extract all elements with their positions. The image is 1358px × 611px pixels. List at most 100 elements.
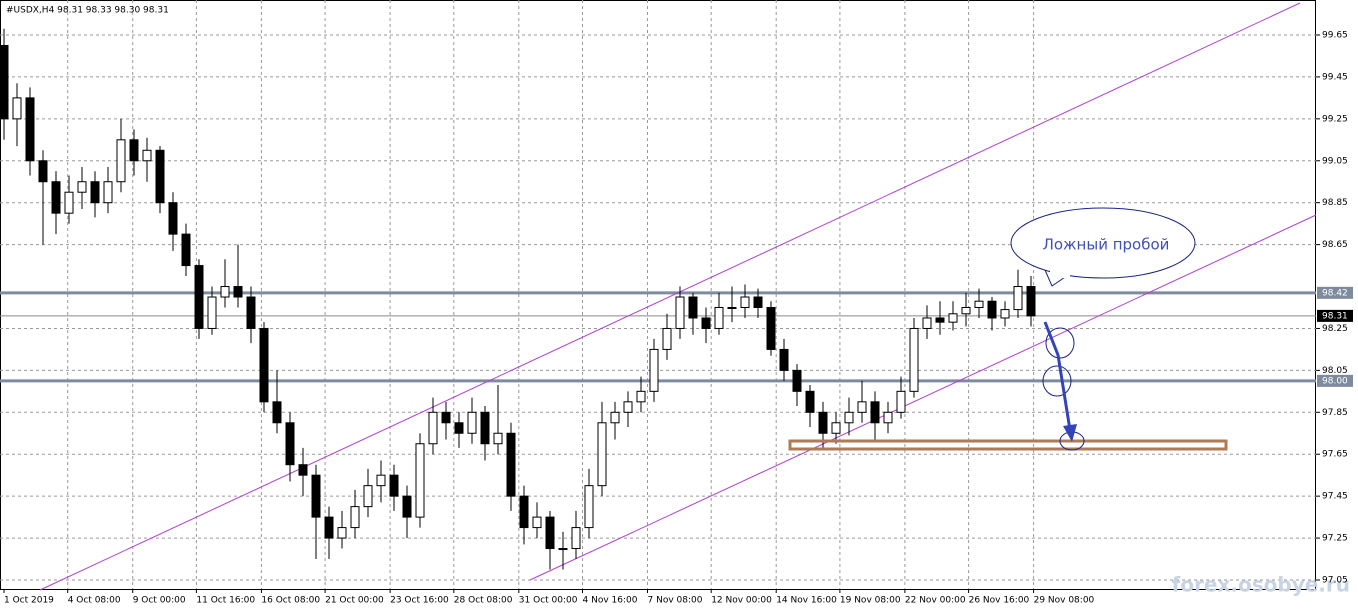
candle-body	[896, 390, 906, 413]
x-tick-label: 21 Oct 00:00	[325, 596, 384, 606]
candle-body	[948, 313, 958, 323]
y-tick-label: 97.45	[1322, 492, 1348, 502]
y-tick-label: 97.25	[1322, 534, 1348, 544]
x-tick-label: 16 Oct 08:00	[261, 596, 320, 606]
candle-body	[64, 191, 74, 214]
candle-body	[675, 296, 685, 329]
candle-body	[571, 527, 581, 550]
y-tick-label: 97.85	[1322, 408, 1348, 418]
candle-body	[116, 139, 126, 183]
y-tick-label: 99.25	[1322, 114, 1348, 124]
level-label-bg	[1317, 286, 1353, 299]
candle-body	[545, 516, 555, 550]
candle-body	[233, 286, 243, 298]
candle-body	[532, 516, 542, 529]
x-tick-label: 4 Oct 08:00	[68, 596, 121, 606]
candle-body	[870, 401, 880, 424]
candle-body	[155, 149, 165, 204]
candle-body	[376, 474, 386, 487]
candle-body	[584, 485, 594, 529]
candle-body	[454, 422, 464, 434]
candle-body	[701, 317, 711, 329]
candle-body	[506, 432, 516, 497]
x-tick-label: 7 Nov 08:00	[648, 596, 703, 606]
y-tick-label: 99.45	[1322, 72, 1348, 82]
candle-body	[363, 485, 373, 508]
candle-body	[480, 411, 490, 445]
candle-body	[987, 300, 997, 319]
annotation: Ложный пробой	[1043, 236, 1170, 254]
candle-body	[142, 149, 152, 162]
candle-body	[389, 474, 399, 497]
watermark: forex.osobye.ru	[1172, 573, 1350, 597]
candle-body	[285, 422, 295, 466]
candle-body	[909, 327, 919, 392]
candle-body	[103, 181, 113, 204]
candle-body	[831, 422, 841, 434]
candle-body	[649, 348, 659, 392]
candle-body	[25, 97, 35, 162]
x-tick-label: 9 Oct 00:00	[133, 596, 186, 606]
y-tick-label: 97.05	[1322, 575, 1348, 585]
candle-body	[38, 160, 48, 183]
candle-body	[90, 181, 100, 204]
candle-body	[714, 306, 724, 329]
candle-body	[883, 411, 893, 424]
circle-mark	[1042, 365, 1072, 397]
candle-body	[12, 97, 22, 120]
candle-body	[324, 516, 334, 539]
arrow-head	[1063, 424, 1077, 442]
candle-body	[194, 265, 204, 329]
candle-body	[51, 181, 61, 214]
grid	[0, 0, 1316, 589]
x-tick-label: 26 Nov 16:00	[969, 596, 1030, 606]
level-label-bg	[1317, 374, 1353, 387]
level-label: 98.42	[1322, 288, 1348, 298]
candle-body	[428, 411, 438, 445]
candle-body	[636, 390, 646, 403]
candle-body	[1000, 309, 1010, 319]
candle-body	[740, 296, 750, 308]
candle-body	[818, 411, 828, 434]
x-tick-label: 23 Oct 16:00	[390, 596, 449, 606]
level-label: 98.00	[1322, 376, 1348, 386]
candle-body	[597, 422, 607, 487]
x-tick-label: 12 Nov 00:00	[711, 596, 772, 606]
candle-body	[935, 317, 945, 323]
candle-body	[259, 327, 269, 403]
y-tick-label: 99.05	[1322, 156, 1348, 166]
candle-body	[558, 548, 568, 551]
candle-body	[467, 411, 477, 434]
support-zone	[788, 439, 1228, 451]
candle-body	[922, 317, 932, 329]
candle-body	[181, 233, 191, 267]
candle-body	[1013, 286, 1023, 311]
y-tick-label: 98.65	[1322, 240, 1348, 250]
candle-body	[610, 411, 620, 424]
candle-body	[168, 202, 178, 235]
y-tick-label: 98.85	[1322, 198, 1348, 208]
y-tick-label: 99.65	[1322, 31, 1348, 41]
candle-body	[727, 306, 737, 309]
bubble	[1010, 207, 1196, 279]
candle-body	[402, 495, 412, 518]
candle-body	[415, 443, 425, 518]
y-tick-label: 98.05	[1322, 366, 1348, 376]
candle-body	[857, 401, 867, 413]
x-tick-label: 31 Oct 00:00	[519, 596, 578, 606]
candle-body	[688, 296, 698, 319]
candle-body	[311, 474, 321, 518]
candle-body	[298, 464, 308, 476]
candle-body	[77, 181, 87, 193]
candle-body	[493, 432, 503, 445]
chart-title: #USDX,H4 98.31 98.33 98.30 98.31	[6, 6, 169, 16]
candle-body	[753, 296, 763, 308]
plot-frame	[0, 0, 1316, 590]
candles	[0, 28, 1036, 570]
candle-body	[220, 286, 230, 298]
x-tick-label: 19 Nov 08:00	[840, 596, 901, 606]
bubble-join	[1050, 268, 1070, 278]
candle-body	[350, 506, 360, 529]
candle-body	[519, 495, 529, 529]
candle-body	[662, 327, 672, 350]
